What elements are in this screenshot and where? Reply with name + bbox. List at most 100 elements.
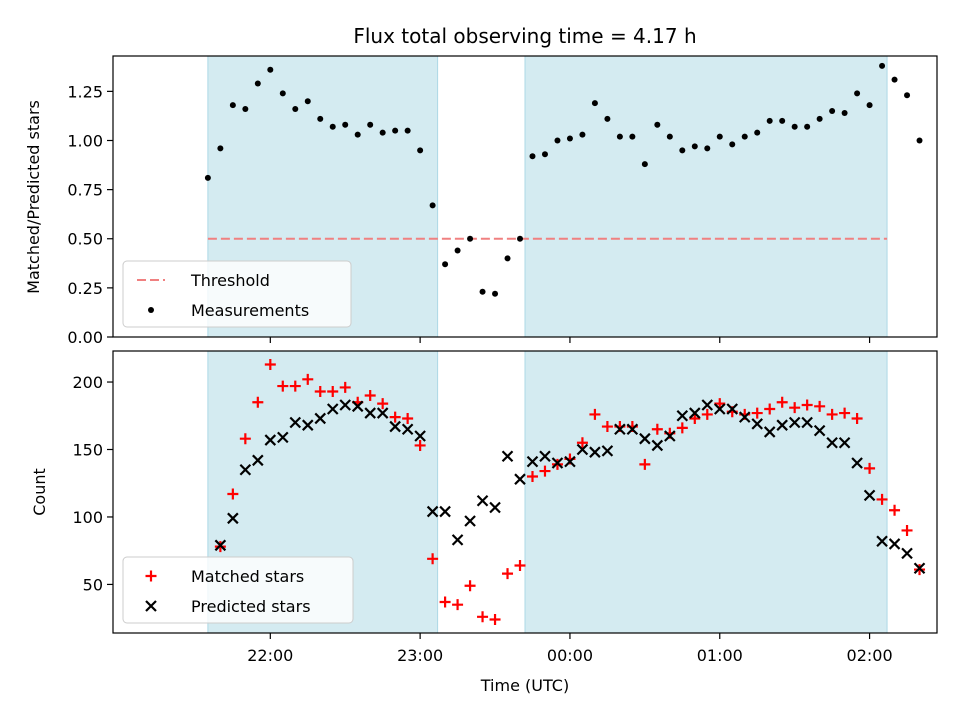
- measurements-point-22: [467, 235, 474, 242]
- measurements-point-42: [716, 133, 723, 140]
- measurements-point-18: [417, 147, 424, 154]
- predicted-stars-point-49: [813, 424, 826, 437]
- matched-stars-point-41: [714, 398, 726, 410]
- matched-stars-point-9: [314, 385, 326, 397]
- top-shaded-interval-2: [524, 55, 888, 338]
- top-y-tick-label-4: 0.75: [67, 181, 103, 200]
- x-tick-label-2: 23:00: [397, 646, 443, 665]
- matched-stars-point-16: [402, 412, 414, 424]
- matched-stars-point-10: [327, 385, 339, 397]
- matched-stars-point-48: [801, 399, 813, 411]
- predicted-stars-point-26: [526, 455, 539, 468]
- matched-stars-point-18: [427, 553, 439, 565]
- top-y-tick-label-5: 1.00: [67, 131, 103, 150]
- matched-stars-point-20: [452, 599, 464, 611]
- predicted-stars-point-53: [863, 489, 876, 502]
- measurements-point-5: [254, 80, 261, 87]
- predicted-stars-point-10: [326, 403, 339, 415]
- bottom-legend: Matched stars Predicted stars: [122, 556, 354, 624]
- predicted-stars-point-48: [801, 416, 813, 429]
- predicted-stars-point-34: [626, 423, 639, 436]
- matched-stars-point-49: [814, 400, 826, 412]
- measurements-point-39: [679, 147, 686, 154]
- measurements-point-37: [654, 121, 661, 128]
- predicted-stars-point-6: [277, 431, 289, 444]
- matched-stars-point-32: [601, 421, 613, 433]
- matched-stars-point-8: [302, 373, 314, 385]
- matched-stars-point-52: [851, 412, 863, 424]
- predicted-stars-point-12: [351, 400, 364, 413]
- x-axis-label: Time (UTC): [480, 676, 569, 695]
- matched-stars-point-27: [539, 465, 551, 477]
- measurements-point-51: [829, 108, 836, 115]
- matched-stars-point-30: [576, 437, 588, 449]
- predicted-stars-point-29: [564, 455, 576, 468]
- predicted-stars-point-32: [601, 445, 614, 457]
- bottom-y-tick-label-1: 50: [83, 575, 103, 594]
- predicted-stars-point-47: [788, 416, 801, 429]
- top-y-tick-label-6: 1.25: [67, 82, 103, 101]
- measurements-point-33: [604, 115, 611, 122]
- predicted-stars-point-9: [314, 412, 327, 425]
- predicted-stars-point-41: [713, 403, 726, 415]
- measurements-point-31: [579, 131, 586, 138]
- matched-stars-point-26: [526, 470, 538, 482]
- measurements-point-11: [329, 123, 336, 130]
- predicted-stars-point-16: [401, 423, 414, 436]
- top-legend-box: [122, 260, 352, 328]
- measurements-point-30: [566, 135, 573, 142]
- predicted-stars-point-2: [227, 512, 239, 525]
- predicted-stars-point-17: [414, 430, 426, 442]
- measurements-legend-marker: [148, 307, 154, 313]
- measurements-point-55: [879, 62, 886, 69]
- predicted-stars-point-30: [576, 443, 589, 456]
- matched-stars-point-39: [689, 412, 701, 424]
- predicted-stars-point-54: [876, 535, 888, 548]
- x-tick-label-4: 01:00: [697, 646, 743, 665]
- measurements-point-35: [629, 133, 636, 140]
- predicted-stars-point-37: [664, 430, 676, 442]
- predicted-stars-point-3: [239, 463, 252, 476]
- bottom-shaded-interval-2: [524, 350, 888, 634]
- measurements-point-44: [741, 133, 748, 140]
- matched-stars-point-53: [864, 462, 876, 474]
- predicted-stars-point-56: [901, 547, 913, 560]
- predicted-stars-point-39: [689, 407, 701, 419]
- measurements-point-12: [342, 121, 349, 128]
- top-panel: 0.00 0.25 0.50 0.75 1.00 1.25 Threshold Measure…: [67, 55, 938, 347]
- matched-stars-point-21: [464, 580, 476, 592]
- measurements-point-41: [704, 145, 711, 152]
- measurements-point-7: [279, 90, 286, 97]
- matched-stars-point-50: [826, 408, 838, 420]
- matched-stars-point-22: [477, 611, 489, 623]
- matched-stars-point-54: [876, 493, 888, 505]
- matched-stars-legend-marker: [145, 570, 157, 582]
- predicted-stars-point-1: [214, 539, 227, 552]
- predicted-stars-legend-marker: [145, 600, 157, 612]
- top-y-tick-label-3: 0.50: [67, 230, 103, 249]
- chart-title: Flux total observing time = 4.17 h: [353, 24, 696, 48]
- matched-stars-point-25: [514, 560, 526, 572]
- bottom-y-tick-label-3: 150: [72, 440, 103, 459]
- measurements-point-50: [816, 115, 823, 122]
- predicted-stars-point-44: [751, 418, 763, 430]
- predicted-stars-point-40: [701, 399, 714, 411]
- measurements-legend-label: Measurements: [191, 301, 309, 320]
- bottom-legend-box: [122, 556, 354, 624]
- measurements-point-23: [479, 288, 486, 295]
- measurements-point-38: [666, 133, 673, 140]
- measurements-point-56: [891, 76, 898, 83]
- measurements-point-4: [242, 106, 249, 113]
- predicted-stars-point-7: [289, 416, 302, 429]
- predicted-stars-point-15: [389, 420, 401, 433]
- matched-stars-point-7: [289, 380, 301, 392]
- predicted-stars-point-42: [726, 403, 739, 415]
- top-y-tick-label-2: 0.25: [67, 279, 103, 298]
- measurements-point-49: [804, 123, 811, 130]
- measurements-point-27: [529, 153, 536, 160]
- matched-stars-point-31: [589, 408, 601, 420]
- matched-stars-point-46: [776, 396, 788, 408]
- measurements-point-6: [267, 66, 274, 73]
- measurements-point-47: [779, 117, 786, 124]
- predicted-stars-point-27: [539, 450, 551, 463]
